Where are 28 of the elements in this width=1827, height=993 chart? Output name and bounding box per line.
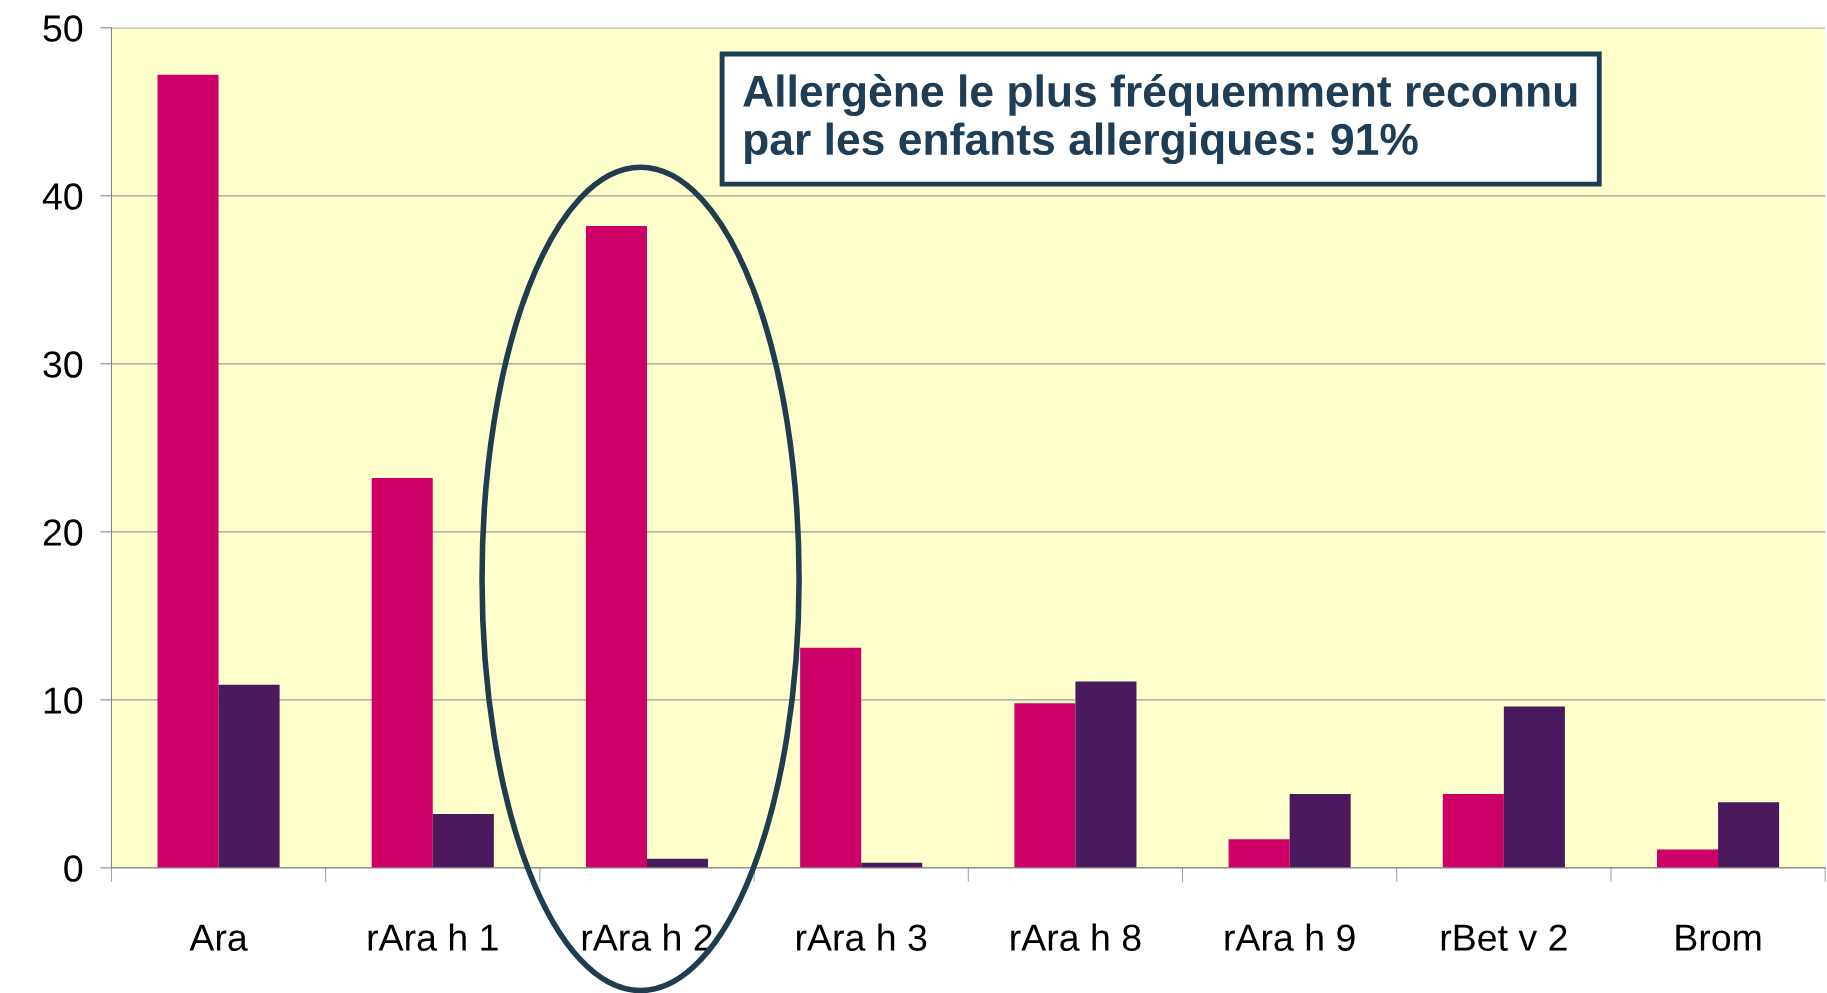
x-tick-label: rAra h 9 bbox=[1225, 923, 1355, 951]
bar bbox=[218, 684, 280, 868]
bar bbox=[1503, 706, 1565, 868]
bar bbox=[1442, 793, 1504, 868]
x-tick-label: rAra h 8 bbox=[1011, 923, 1141, 951]
x-tick-label: rBet v 2 bbox=[1441, 924, 1567, 951]
bar bbox=[157, 74, 219, 868]
y-tick-label: 20 bbox=[43, 519, 83, 546]
y-tick-label: 0 bbox=[64, 855, 83, 882]
bar bbox=[800, 647, 862, 868]
x-tick-label: Ara bbox=[189, 924, 248, 951]
y-tick-label: 10 bbox=[44, 687, 83, 714]
bar bbox=[1014, 703, 1076, 868]
x-tick-label: rAra h 3 bbox=[797, 923, 927, 951]
bar bbox=[1075, 681, 1137, 868]
y-tick-label: 50 bbox=[43, 15, 83, 42]
annotation: Allergène le plus fréquemment reconnu par les enfants allergiques: 91% bbox=[743, 74, 1577, 165]
bar bbox=[371, 478, 433, 868]
bar bbox=[585, 226, 647, 868]
bar bbox=[1228, 839, 1290, 868]
x-tick-label: rAra h 1 bbox=[368, 923, 498, 951]
bar bbox=[1289, 793, 1351, 868]
y-tick-label: 30 bbox=[43, 351, 83, 378]
y-tick-label: 40 bbox=[42, 183, 83, 210]
bar bbox=[1657, 849, 1719, 868]
bar bbox=[1718, 802, 1780, 868]
x-tick-label: Brom bbox=[1676, 924, 1761, 951]
bar bbox=[432, 814, 494, 868]
